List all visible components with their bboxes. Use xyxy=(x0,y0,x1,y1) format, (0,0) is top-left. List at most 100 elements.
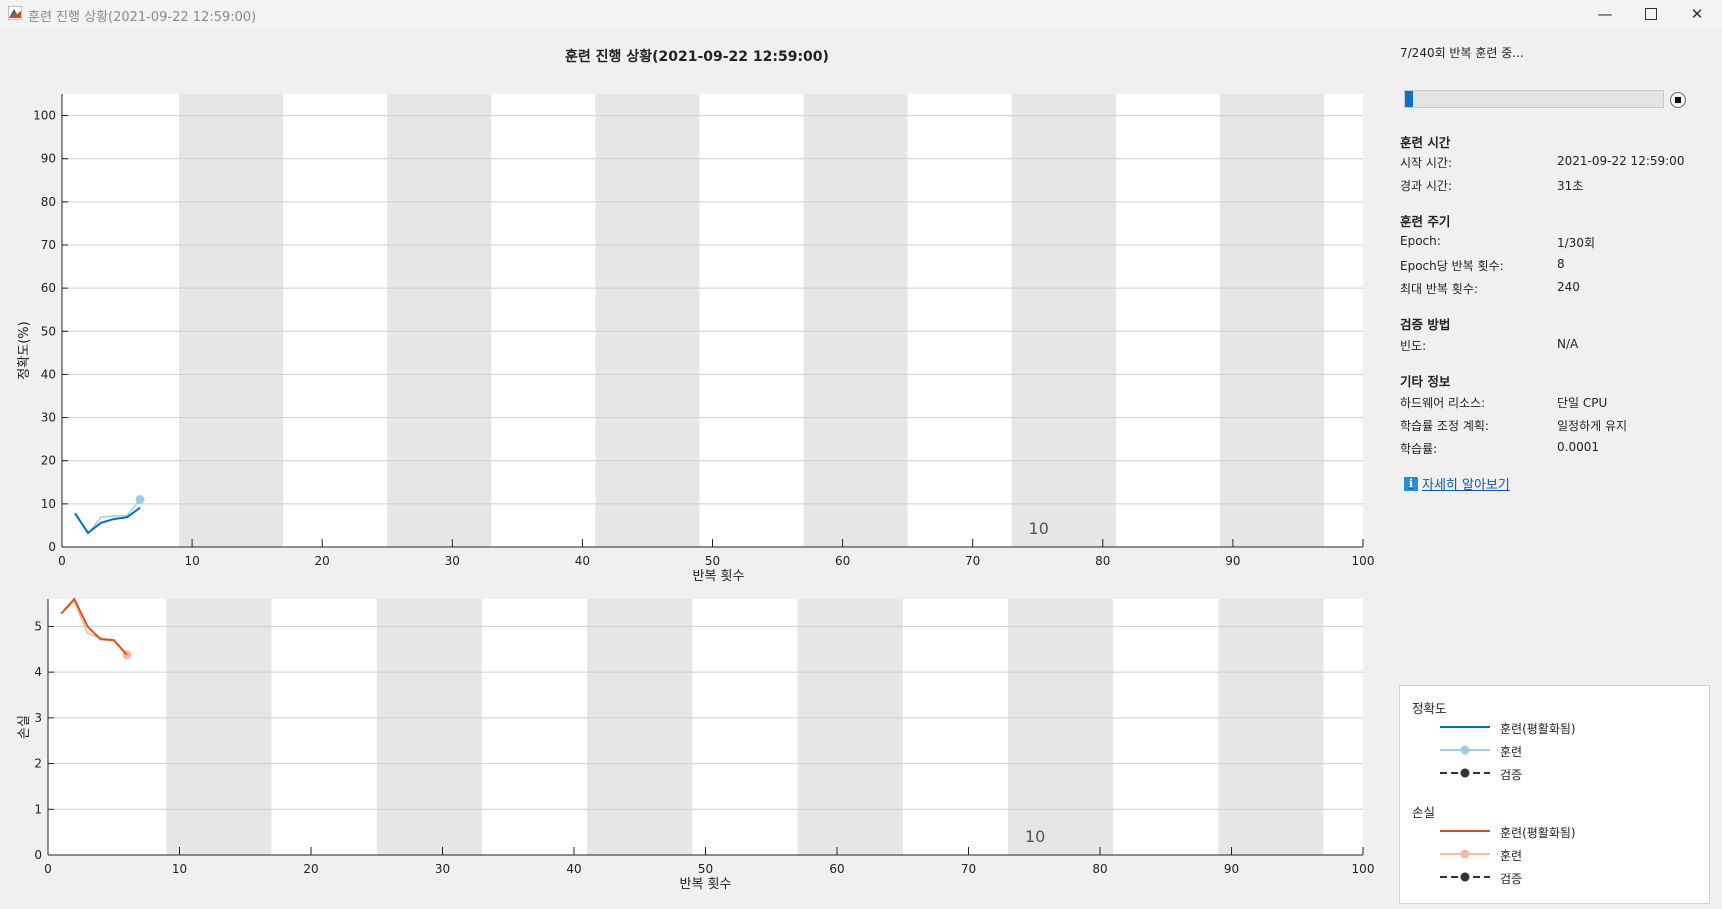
legend-line-icon xyxy=(1440,726,1490,728)
accuracy-xtick-label: 70 xyxy=(965,554,980,568)
loss-xtick-label: 60 xyxy=(829,862,844,876)
accuracy-ytick-label: 70 xyxy=(41,238,56,252)
info-value: 일정하게 유지 xyxy=(1557,419,1628,433)
close-button[interactable]: ✕ xyxy=(1674,0,1720,28)
loss-epoch-label: 10 xyxy=(1025,827,1045,846)
accuracy-ytick-label: 80 xyxy=(41,195,56,209)
loss-ytick-label: 4 xyxy=(34,665,42,679)
accuracy-epoch-band xyxy=(1219,94,1324,547)
info-value: 0.0001 xyxy=(1557,440,1599,454)
info-key: 시작 시간: xyxy=(1400,156,1453,170)
accuracy-epoch-label: 10 xyxy=(1029,519,1049,538)
legend: 정확도 훈련(평활화됨) 훈련 검증 손실 훈련(평활화됨) 훈련 검증 xyxy=(1399,685,1710,904)
info-row: 시작 시간: 2021-09-22 12:59:00 xyxy=(1400,154,1700,170)
accuracy-xtick-label: 90 xyxy=(1225,554,1240,568)
accuracy-epoch-band xyxy=(1011,94,1116,547)
loss-epoch-band xyxy=(166,599,272,855)
loss-xtick-label: 100 xyxy=(1352,862,1375,876)
loss-smoothed-line xyxy=(60,597,128,656)
legend-marker-icon xyxy=(1440,849,1490,859)
minimize-icon: — xyxy=(1597,5,1613,23)
info-value: N/A xyxy=(1557,337,1579,351)
loss-ytick-label: 5 xyxy=(34,619,42,633)
loss-ytick-label: 2 xyxy=(34,757,42,771)
legend-loss-smoothed: 훈련(평활화됨) xyxy=(1440,824,1700,840)
loss-xtick-label: 70 xyxy=(961,862,976,876)
info-icon: i xyxy=(1404,476,1418,491)
section-validation: 검증 방법 xyxy=(1400,317,1451,332)
accuracy-ytick-label: 30 xyxy=(41,411,56,425)
accuracy-xtick-label: 10 xyxy=(184,554,199,568)
accuracy-ytick-label: 0 xyxy=(48,540,56,554)
info-row: 하드웨어 리소스: 단일 CPU xyxy=(1400,394,1700,410)
info-key: 빈도: xyxy=(1400,339,1427,353)
accuracy-xtick-label: 0 xyxy=(58,554,66,568)
info-row: 학습률: 0.0001 xyxy=(1400,440,1700,456)
stop-button[interactable] xyxy=(1670,92,1686,108)
accuracy-ylabel: 정확도(%) xyxy=(17,321,32,379)
loss-xtick-label: 20 xyxy=(303,862,318,876)
loss-ytick-label: 0 xyxy=(34,848,42,862)
info-value: 240 xyxy=(1557,280,1580,294)
info-row: 빈도: N/A xyxy=(1400,337,1700,353)
maximize-icon xyxy=(1645,8,1657,20)
accuracy-ytick-label: 60 xyxy=(41,281,56,295)
info-value: 단일 CPU xyxy=(1557,396,1608,410)
info-value: 31초 xyxy=(1557,179,1584,193)
accuracy-ytick-label: 20 xyxy=(41,454,56,468)
progress-fill xyxy=(1405,91,1413,107)
accuracy-xtick-label: 20 xyxy=(315,554,330,568)
loss-xtick-label: 80 xyxy=(1092,862,1107,876)
section-training-time: 훈련 시간 xyxy=(1400,135,1451,150)
accuracy-xtick-label: 50 xyxy=(705,554,720,568)
loss-epoch-band xyxy=(376,599,482,855)
window-title: 훈련 진행 상황(2021-09-22 12:59:00) xyxy=(28,10,257,25)
legend-dashed-icon xyxy=(1440,872,1490,882)
info-key: 경과 시간: xyxy=(1400,179,1453,193)
legend-label: 검증 xyxy=(1500,872,1523,886)
loss-xtick-label: 10 xyxy=(172,862,187,876)
info-row: 최대 반복 횟수: 240 xyxy=(1400,280,1700,296)
info-row: Epoch: 1/30회 xyxy=(1400,234,1700,250)
status-text: 7/240회 반복 훈련 중... xyxy=(1400,46,1524,60)
accuracy-ytick-label: 100 xyxy=(33,109,56,123)
loss-epoch-band xyxy=(1218,599,1324,855)
accuracy-xtick-label: 100 xyxy=(1352,554,1375,568)
accuracy-xtick-label: 80 xyxy=(1095,554,1110,568)
matlab-icon xyxy=(8,6,22,20)
accuracy-train-marker xyxy=(135,495,145,505)
legend-loss-validation: 검증 xyxy=(1440,870,1700,886)
loss-xtick-label: 30 xyxy=(435,862,450,876)
accuracy-ytick-label: 50 xyxy=(41,324,56,338)
section-training-cycle: 훈련 주기 xyxy=(1400,214,1451,229)
legend-line-icon xyxy=(1440,830,1490,832)
info-value: 2021-09-22 12:59:00 xyxy=(1557,154,1685,168)
legend-label: 훈련(평활화됨) xyxy=(1500,722,1576,736)
legend-acc-smoothed: 훈련(평활화됨) xyxy=(1440,720,1700,736)
loss-xtick-label: 50 xyxy=(698,862,713,876)
minimize-button[interactable]: — xyxy=(1582,0,1628,28)
accuracy-epoch-band xyxy=(803,94,908,547)
close-icon: ✕ xyxy=(1690,5,1704,23)
learn-more-link[interactable]: i 자세히 알아보기 xyxy=(1404,474,1510,493)
accuracy-xlabel: 반복 횟수 xyxy=(693,569,745,584)
maximize-button[interactable] xyxy=(1628,0,1674,28)
accuracy-epoch-band xyxy=(595,94,700,547)
legend-label: 훈련(평활화됨) xyxy=(1500,826,1576,840)
loss-ytick-label: 3 xyxy=(34,711,42,725)
loss-xtick-label: 0 xyxy=(44,862,52,876)
info-key: 하드웨어 리소스: xyxy=(1400,396,1486,410)
accuracy-xtick-label: 60 xyxy=(835,554,850,568)
stop-icon xyxy=(1675,97,1681,103)
legend-label: 검증 xyxy=(1500,768,1523,782)
legend-marker-icon xyxy=(1440,745,1490,755)
loss-epoch-band xyxy=(797,599,903,855)
legend-loss-train: 훈련 xyxy=(1440,847,1700,863)
accuracy-ytick-label: 10 xyxy=(41,497,56,511)
loss-xlabel: 반복 횟수 xyxy=(680,877,732,892)
legend-dashed-icon xyxy=(1440,768,1490,778)
loss-xtick-label: 90 xyxy=(1224,862,1239,876)
info-row: 경과 시간: 31초 xyxy=(1400,177,1700,193)
info-key: Epoch: xyxy=(1400,234,1441,248)
